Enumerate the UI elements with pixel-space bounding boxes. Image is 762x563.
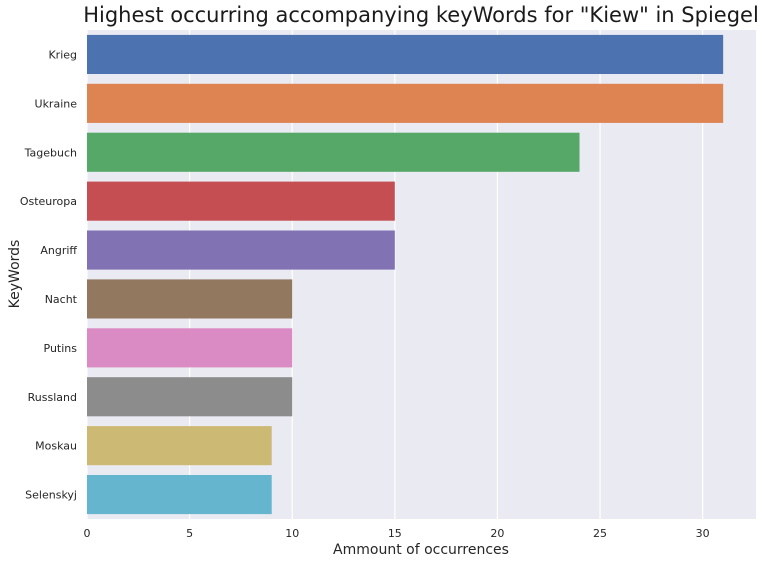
bars <box>87 34 724 515</box>
x-tick-label: 25 <box>593 527 607 540</box>
x-tick-labels: 0 5 10 15 20 25 30 <box>84 527 710 540</box>
bar-selenskyj <box>87 474 272 515</box>
bar-ukraine <box>87 83 724 123</box>
y-tick-label: Angriff <box>40 244 77 257</box>
bar-nacht <box>87 279 293 319</box>
y-tick-label: Russland <box>28 391 77 404</box>
y-tick-label: Selenskyj <box>25 489 77 502</box>
y-tick-label: Osteuropa <box>20 195 77 208</box>
y-tick-label: Putins <box>44 342 78 355</box>
x-tick-label: 30 <box>696 527 710 540</box>
y-tick-labels: Krieg Ukraine Tagebuch Osteuropa Angriff Nach… <box>20 48 78 501</box>
chart-title: Highest occurring accompanying keyWords … <box>83 3 759 27</box>
y-tick-label: Moskau <box>35 440 77 453</box>
y-tick-label: Tagebuch <box>24 146 77 159</box>
bar-tagebuch <box>87 132 580 172</box>
y-axis-label: KeyWords <box>7 240 23 309</box>
y-tick-label: Krieg <box>48 48 77 61</box>
bar-angriff <box>87 230 395 270</box>
x-tick-label: 10 <box>285 527 299 540</box>
x-tick-label: 5 <box>186 527 193 540</box>
y-tick-label: Nacht <box>45 293 78 306</box>
y-tick-label: Ukraine <box>35 97 78 110</box>
x-tick-label: 0 <box>84 527 91 540</box>
bar-russland <box>87 377 293 417</box>
bar-moskau <box>87 426 272 466</box>
x-axis-label: Ammount of occurrences <box>333 542 509 558</box>
x-tick-label: 15 <box>388 527 402 540</box>
bar-osteuropa <box>87 181 395 221</box>
x-tick-label: 20 <box>490 527 504 540</box>
bar-krieg <box>87 34 724 75</box>
bar-putins <box>87 328 293 368</box>
